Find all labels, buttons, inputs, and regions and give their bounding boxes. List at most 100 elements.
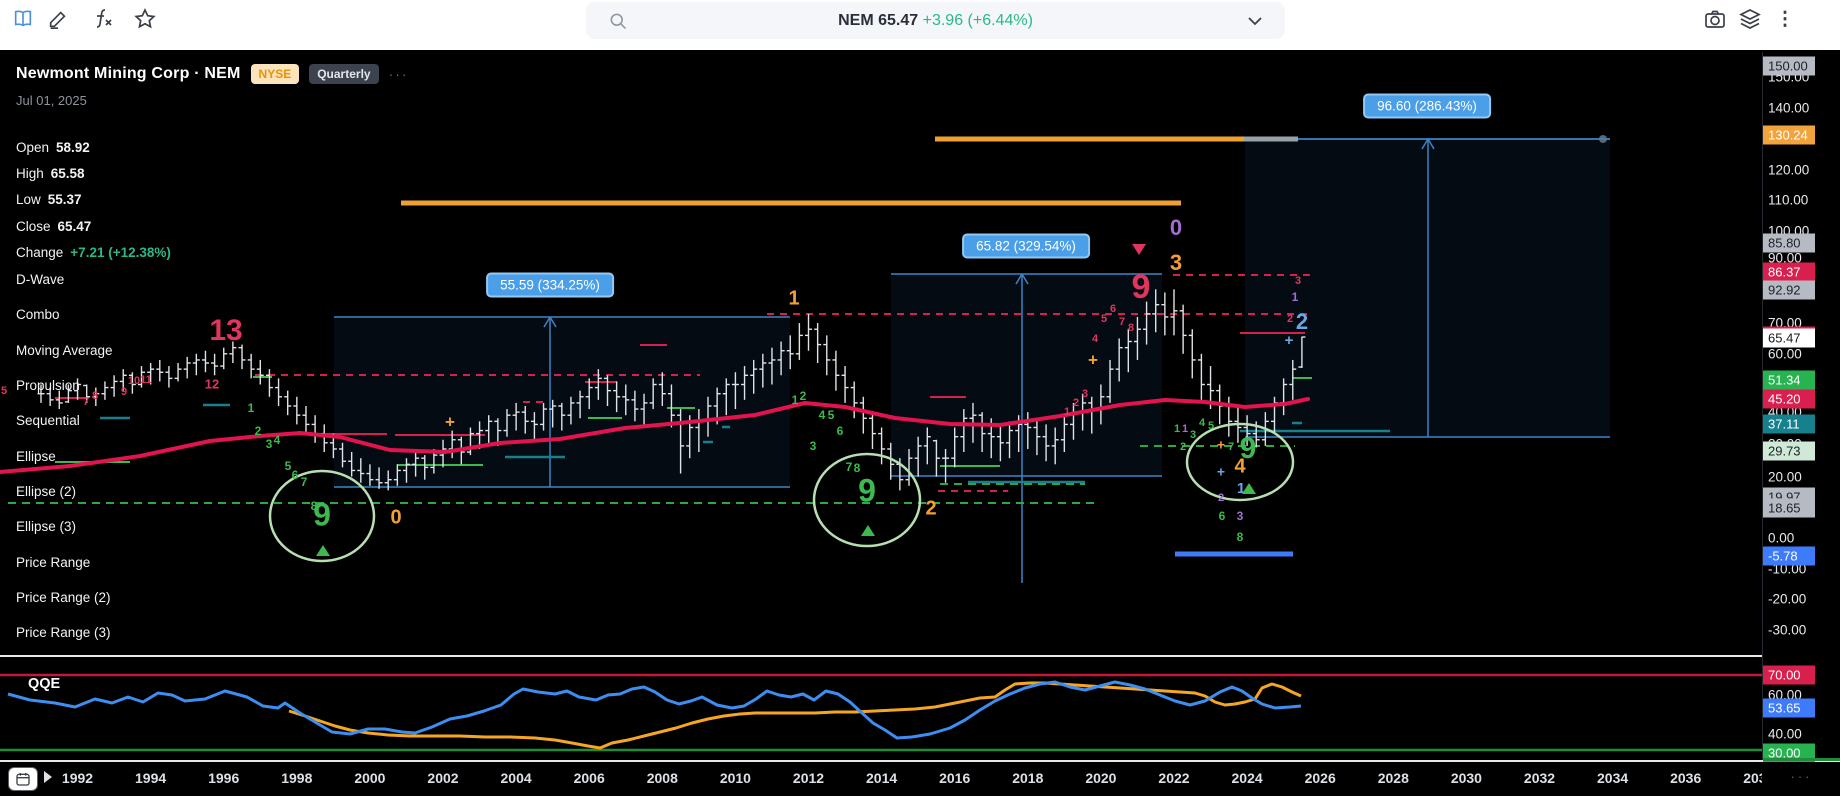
price-bar [1042, 424, 1050, 462]
price-bar [384, 470, 392, 491]
price-bar [1197, 353, 1205, 400]
header-more-icon[interactable]: ··· [388, 66, 409, 82]
price-bar [201, 350, 209, 373]
exchange-badge[interactable]: NYSE [250, 64, 300, 84]
indicator-item-moving-average[interactable]: Moving Average [16, 342, 113, 358]
qqe-main-line [7, 680, 1302, 740]
corner-green-line [1763, 758, 1840, 761]
price-range-label[interactable]: 96.60 (286.43%) [1363, 93, 1491, 119]
year-label: 2028 [1377, 770, 1409, 786]
axis-corner-menu[interactable]: ··· [1763, 762, 1840, 796]
price-scale[interactable]: 150.00140.00120.00110.00100.0090.0080.00… [1763, 52, 1840, 763]
price-bar [823, 335, 831, 376]
price-badge: 51.34 [1763, 370, 1815, 390]
kebab-icon[interactable]: ⋮ [1775, 8, 1795, 30]
ellipse-drawing[interactable] [812, 452, 922, 548]
timeframe-badge[interactable]: Quarterly [309, 64, 379, 84]
price-bar [1170, 289, 1178, 336]
price-bar [265, 369, 273, 397]
indicator-item-propulsion[interactable]: Propulsion [16, 378, 80, 394]
time-axis[interactable]: 1992 1994 1996 1998 2000 2002 2004 2006 2008 2010… [0, 762, 1762, 796]
price-bar [512, 402, 520, 431]
price-bar [37, 384, 45, 403]
price-bar [147, 363, 155, 385]
price-bar [960, 409, 968, 453]
indicator-item-ellipse-3[interactable]: Ellipse (3) [16, 519, 77, 535]
price-bar [1188, 329, 1196, 379]
price-bar [1133, 316, 1141, 360]
year-label: 2034 [1597, 770, 1629, 786]
price-label: 110.00 [1768, 192, 1809, 208]
pencil-icon[interactable] [45, 6, 71, 32]
price-bar [485, 415, 493, 443]
year-label: 1998 [281, 770, 313, 786]
ellipse-drawing[interactable] [1185, 422, 1295, 502]
price-label: -20.00 [1768, 591, 1807, 607]
star-icon[interactable] [132, 6, 158, 32]
indicator-item-combo[interactable]: Combo [16, 307, 60, 323]
triangle-up-icon [861, 525, 875, 536]
indicator-list: D-Wave Combo Moving Average Propulsion Seque… [16, 262, 113, 650]
price-bar [677, 409, 685, 474]
symbol-search[interactable]: NEM 65.47 +3.96 (+6.44%) [586, 2, 1285, 39]
price-range-box[interactable] [891, 274, 1162, 476]
indicator-item-sequential[interactable]: Sequential [16, 413, 80, 429]
price-badge: 92.92 [1763, 280, 1815, 300]
count-mark: 13 [209, 314, 242, 347]
chevron-down-icon[interactable] [1247, 14, 1263, 32]
price-bar [1106, 359, 1114, 403]
indicator-item-d-wave[interactable]: D-Wave [16, 272, 65, 288]
count-mark: 7 [1228, 441, 1234, 453]
camera-icon[interactable] [1702, 6, 1728, 32]
count-mark: 7 [846, 460, 853, 474]
price-range-box[interactable] [334, 317, 790, 487]
indicator-item-ellipse-2[interactable]: Ellipse (2) [16, 483, 77, 499]
library-icon[interactable] [10, 6, 36, 32]
count-mark: 9 [858, 472, 876, 508]
price-label: 90.00 [1768, 250, 1802, 266]
price-bar [996, 424, 1004, 462]
bar-date: Jul 01, 2025 [16, 93, 87, 108]
price-bar [1289, 359, 1297, 400]
price-badge: 130.24 [1763, 125, 1815, 145]
count-mark: 7 [83, 396, 89, 408]
axis-separator[interactable] [0, 760, 1840, 762]
indicator-item-ellipse[interactable]: Ellipse [16, 448, 56, 464]
year-label: 2004 [500, 770, 532, 786]
indicator-item-price-range-3[interactable]: Price Range (3) [16, 625, 111, 641]
price-bar [576, 390, 584, 419]
year-label: 1994 [135, 770, 167, 786]
price-bar [859, 396, 867, 434]
legend-value: +7.21 (+12.38%) [70, 244, 171, 260]
year-label: 2008 [646, 770, 678, 786]
legend-label: Close [16, 218, 51, 234]
count-mark: 11 [140, 374, 152, 386]
layers-icon[interactable] [1737, 6, 1763, 32]
count-mark: 0 [1170, 215, 1182, 240]
legend-row-close: Close 65.47 [16, 213, 171, 239]
calendar-button[interactable] [8, 767, 38, 791]
count-mark: 3 [1170, 250, 1182, 275]
price-range-label[interactable]: 65.82 (329.54%) [962, 233, 1090, 259]
pane-separator[interactable] [0, 655, 1840, 657]
qqe-panel-canvas[interactable] [0, 656, 1762, 760]
price-bar [138, 366, 146, 388]
price-badge: 65.47 [1763, 326, 1815, 348]
count-mark: 6 [1219, 509, 1226, 523]
count-mark: 5 [1101, 313, 1107, 325]
ellipse-drawing[interactable] [268, 469, 376, 563]
year-label: 2032 [1523, 770, 1556, 786]
price-bar [119, 369, 127, 391]
price-bar [722, 378, 730, 416]
formula-icon[interactable] [90, 6, 116, 32]
count-mark: 8 [854, 461, 861, 475]
indicator-item-price-range-2[interactable]: Price Range (2) [16, 589, 111, 605]
indicator-item-price-range[interactable]: Price Range [16, 554, 91, 570]
price-range-label[interactable]: 55.59 (334.25%) [486, 272, 614, 298]
count-mark: 5 [285, 459, 292, 473]
count-mark: 3 [1082, 388, 1088, 400]
price-bar [110, 375, 118, 397]
replay-arrow-icon[interactable] [44, 771, 52, 783]
count-mark: 6 [292, 468, 299, 482]
